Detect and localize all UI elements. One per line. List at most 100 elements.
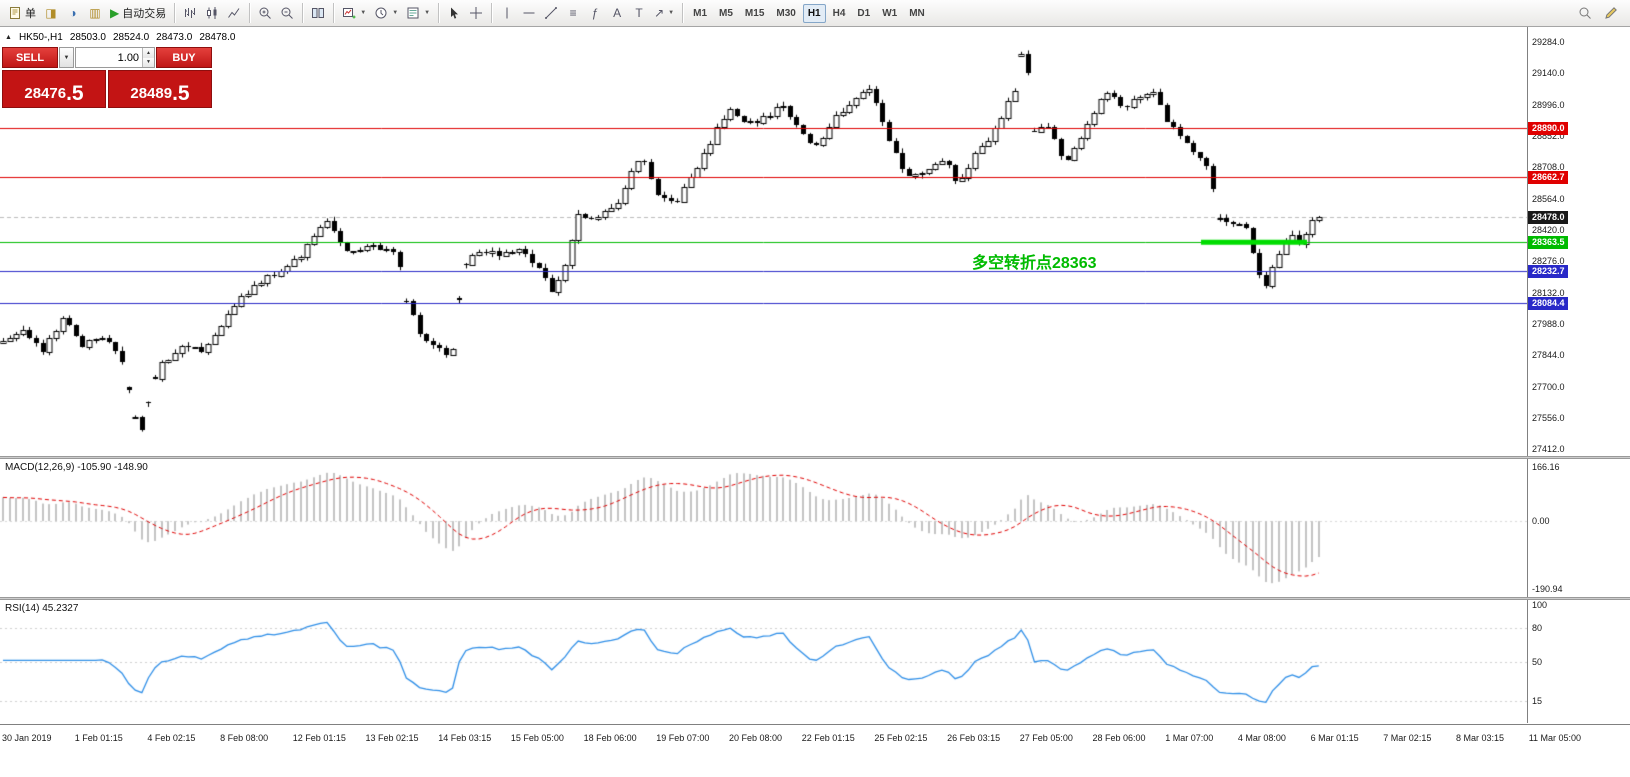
time-axis-label: 12 Feb 01:15	[292, 733, 346, 743]
text-label-button[interactable]: T	[628, 3, 650, 24]
trendline-icon	[544, 6, 558, 20]
search-icon[interactable]	[1574, 3, 1596, 24]
timeframe-m1-button[interactable]: M1	[693, 7, 708, 19]
pane-separator[interactable]	[0, 456, 1630, 459]
crosshair-icon	[469, 6, 483, 20]
chart-window: 29284.0 29140.0 28996.0 28852.0 28708.0 28564…	[0, 27, 1630, 777]
ohlc-high: 28524.0	[113, 32, 150, 43]
toolbar-separator	[249, 3, 251, 23]
timeframe-mn-button[interactable]: MN	[909, 7, 925, 19]
fibonacci-button[interactable]: ƒ	[584, 3, 606, 24]
time-axis-label: 8 Mar 03:15	[1456, 733, 1505, 743]
macd-axis-label: 166.16	[1532, 462, 1560, 472]
level-price-tag: 28363.5	[1528, 236, 1568, 250]
data-window-button[interactable]: ◑	[62, 3, 84, 24]
timeframe-h1-button[interactable]: H1	[802, 3, 826, 23]
level-price-tag: 28662.7	[1528, 171, 1568, 185]
price-chart-canvas[interactable]	[0, 27, 1527, 456]
rsi-axis[interactable]: 100 80 50 15	[1527, 600, 1630, 723]
pane-separator[interactable]	[0, 597, 1630, 600]
volume-dropdown-button[interactable]: ▼	[59, 47, 74, 68]
timeframe-m30-button[interactable]: M30	[776, 7, 796, 19]
new-order-button[interactable]: 单	[4, 3, 40, 24]
macd-axis[interactable]: 166.16 0.00 -190.94	[1527, 459, 1630, 597]
volume-input[interactable]	[76, 48, 143, 67]
chevron-down-icon: ▼	[668, 10, 675, 16]
chevron-down-icon: ▼	[63, 54, 70, 61]
zoom-out-button[interactable]	[276, 3, 298, 24]
time-axis-label: 13 Feb 02:15	[365, 733, 419, 743]
horizontal-line-icon	[522, 6, 536, 20]
rsi-axis-label: 100	[1532, 600, 1548, 610]
collapse-arrow-icon[interactable]: ▲	[5, 34, 12, 41]
price-axis-label: 27700.0	[1532, 381, 1565, 392]
new-chart-icon	[342, 6, 356, 20]
line-chart-button[interactable]	[223, 3, 245, 24]
chart-annotation-text[interactable]: 多空转折点28363	[972, 255, 1097, 273]
candlestick-chart-button[interactable]	[201, 3, 223, 24]
price-axis[interactable]: 29284.0 29140.0 28996.0 28852.0 28708.0 28564…	[1527, 27, 1630, 456]
time-axis-label: 18 Feb 06:00	[583, 733, 637, 743]
timeframe-d1-button[interactable]: D1	[857, 7, 871, 19]
buy-price-button[interactable]: 28489 .5	[108, 70, 212, 108]
new-chart-button[interactable]: ▼	[338, 3, 370, 24]
horizontal-line-button[interactable]	[518, 3, 540, 24]
toolbar-separator	[302, 3, 304, 23]
volume-box: ▲ ▼	[75, 47, 155, 68]
equidistant-channel-button[interactable]: ≡	[562, 3, 584, 24]
macd-label: MACD(12,26,9) -105.90 -148.90	[5, 462, 148, 473]
timeframe-w1-button[interactable]: W1	[882, 7, 898, 19]
time-axis-label: 27 Feb 05:00	[1019, 733, 1073, 743]
cursor-button[interactable]	[443, 3, 465, 24]
cursor-icon	[447, 6, 461, 20]
bar-chart-button[interactable]	[179, 3, 201, 24]
toolbar-separator	[174, 3, 176, 23]
spinner-down-button[interactable]: ▼	[143, 57, 154, 67]
sell-button[interactable]: SELL	[2, 47, 58, 68]
macd-axis-label: -190.94	[1532, 584, 1563, 594]
time-axis-label: 11 Mar 05:00	[1528, 733, 1582, 743]
templates-button[interactable]: ▼	[402, 3, 434, 24]
timeframe-m15-button[interactable]: M15	[744, 7, 765, 19]
macd-canvas[interactable]	[0, 459, 1527, 597]
line-chart-icon	[227, 6, 241, 20]
time-axis-label: 4 Feb 02:15	[147, 733, 196, 743]
time-axis-label: 26 Feb 03:15	[947, 733, 1001, 743]
marketwatch-button[interactable]: ◨	[40, 3, 62, 24]
price-axis-label: 29140.0	[1532, 68, 1565, 79]
spinner-up-button[interactable]: ▲	[143, 48, 154, 58]
zoom-in-button[interactable]	[254, 3, 276, 24]
ohlc-low: 28473.0	[156, 32, 193, 43]
symbol-name: HK50-,H1	[18, 32, 63, 43]
templates-icon	[406, 6, 420, 20]
chevron-down-icon: ▼	[424, 10, 431, 16]
zoom-out-icon	[280, 6, 294, 20]
toolbar-separator	[682, 3, 684, 23]
price-axis-label: 28708.0	[1532, 162, 1565, 173]
ohlc-open: 28503.0	[69, 32, 106, 43]
time-axis-label: 14 Feb 03:15	[438, 733, 492, 743]
quick-edit-icon[interactable]	[1600, 3, 1622, 24]
timeframe-m5-button[interactable]: M5	[719, 7, 733, 19]
autotrading-button-label: 自动交易	[122, 8, 167, 20]
trendline-button[interactable]	[540, 3, 562, 24]
timeframe-h4-button[interactable]: H4	[832, 7, 846, 19]
time-axis-label: 25 Feb 02:15	[874, 733, 928, 743]
arrows-button[interactable]: ↗ ▼	[650, 3, 678, 24]
time-axis-label: 1 Feb 01:15	[74, 733, 123, 743]
tile-windows-button[interactable]	[307, 3, 329, 24]
crosshair-button[interactable]	[465, 3, 487, 24]
buy-button[interactable]: BUY	[156, 47, 212, 68]
vertical-line-button[interactable]	[496, 3, 518, 24]
level-price-tag: 28084.4	[1528, 297, 1568, 311]
sell-price-button[interactable]: 28476 .5	[2, 70, 106, 108]
text-icon: A	[613, 6, 622, 20]
toolbar-separator	[491, 3, 493, 23]
navigator-button[interactable]: ▥	[84, 3, 106, 24]
periods-button[interactable]: ▼	[370, 3, 402, 24]
autotrading-button[interactable]: ▶ 自动交易	[106, 3, 170, 24]
sell-price: 28476	[24, 85, 67, 102]
time-axis[interactable]: 30 Jan 2019 1 Feb 01:15 4 Feb 02:15 8 Feb 0…	[0, 724, 1630, 777]
text-button[interactable]: A	[606, 3, 628, 24]
rsi-canvas[interactable]	[0, 600, 1527, 723]
